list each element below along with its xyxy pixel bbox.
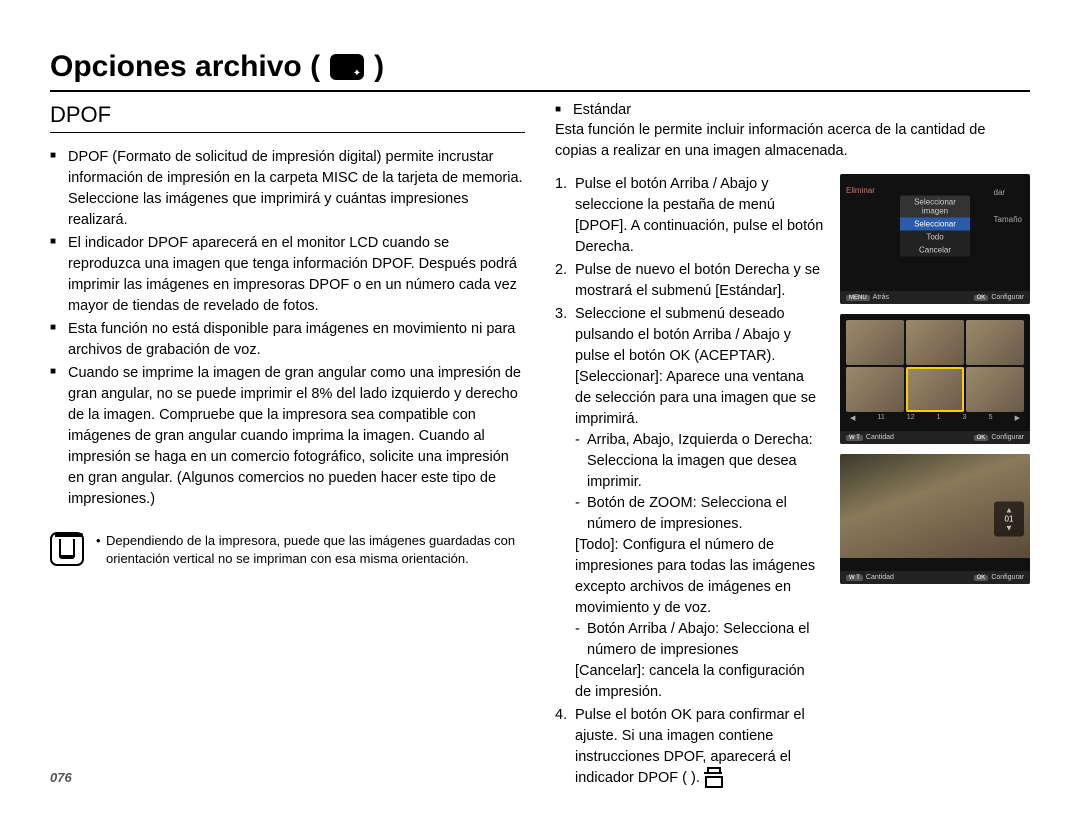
- right-column: Estándar Esta función le permite incluir…: [555, 102, 1030, 791]
- note-text: Dependiendo de la impresora, puede que l…: [96, 532, 525, 568]
- steps-list: Pulse el botón Arriba / Abajo y seleccio…: [555, 174, 824, 789]
- bullet-item: Esta función no está disponible para imá…: [50, 319, 525, 361]
- dpof-bullets: DPOF (Formato de solicitud de impresión …: [50, 147, 525, 510]
- note-icon: [50, 532, 84, 566]
- lcd-grid-screenshot: ◀ 11 12 1 3 5 ▶ W TCantidad OKConfigurar: [840, 314, 1030, 444]
- step-4: Pulse el botón OK para confirmar el ajus…: [555, 705, 824, 789]
- standard-desc: Esta función le permite incluir informac…: [555, 120, 1030, 162]
- bullet-item: DPOF (Formato de solicitud de impresión …: [50, 147, 525, 231]
- lcd-thumbnails: Eliminar Seleccionar imagen Seleccionar …: [840, 174, 1030, 791]
- left-column: DPOF DPOF (Formato de solicitud de impre…: [50, 102, 525, 791]
- step-2: Pulse de nuevo el botón Derecha y se mos…: [555, 260, 824, 302]
- page-number: 076: [50, 770, 72, 785]
- step-3: Seleccione el submenú deseado pulsando e…: [555, 304, 824, 703]
- lcd-menu-screenshot: Eliminar Seleccionar imagen Seleccionar …: [840, 174, 1030, 304]
- step-1: Pulse el botón Arriba / Abajo y seleccio…: [555, 174, 824, 258]
- bullet-item: Cuando se imprime la imagen de gran angu…: [50, 363, 525, 510]
- lcd-photo-screenshot: ▲ 01 ▼ W TCantidad OKConfigurar: [840, 454, 1030, 584]
- note-box: Dependiendo de la impresora, puede que l…: [50, 532, 525, 568]
- page-title-close: ): [374, 50, 384, 84]
- print-icon: [704, 772, 722, 786]
- standard-heading: Estándar: [555, 102, 1030, 118]
- dpof-heading: DPOF: [50, 102, 525, 133]
- settings-card-icon: [330, 54, 364, 80]
- page-title: Opciones archivo (: [50, 50, 320, 84]
- page-title-row: Opciones archivo ( ): [50, 50, 1030, 92]
- bullet-item: El indicador DPOF aparecerá en el monito…: [50, 233, 525, 317]
